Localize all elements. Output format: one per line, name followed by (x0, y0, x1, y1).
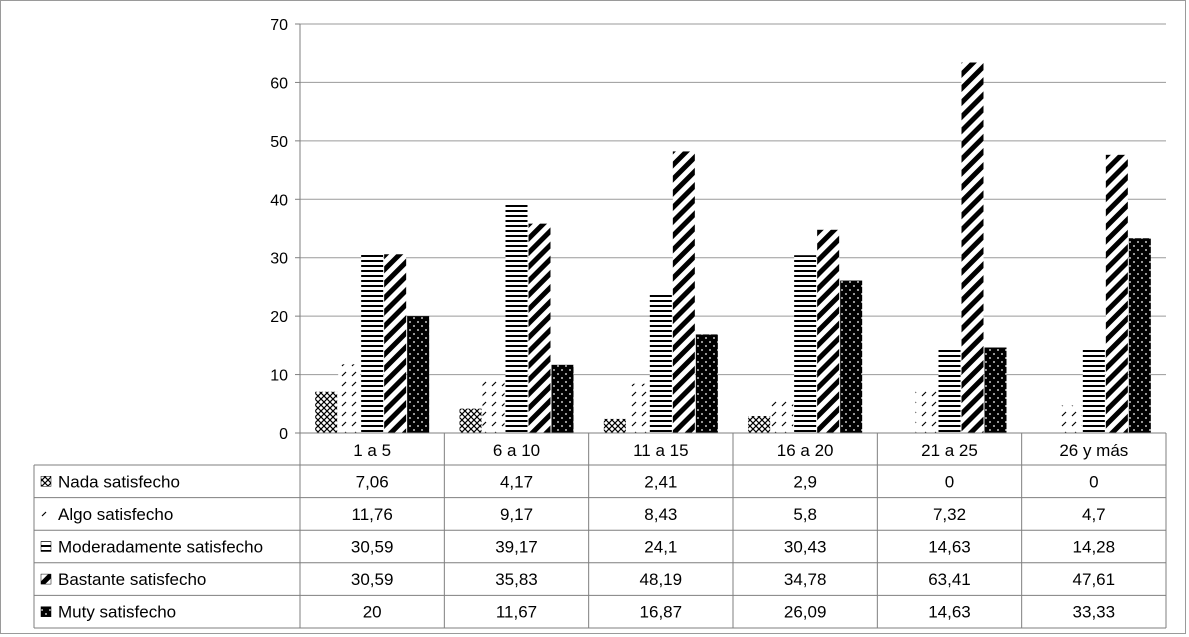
legend-key-bastante-satisfecho (40, 573, 52, 585)
legend-key-muty-satisfecho (40, 606, 52, 617)
bar-muty-satisfecho-26-y-mas (1128, 238, 1151, 433)
table-cell-nada-satisfecho-26-y-mas: 0 (1089, 472, 1098, 491)
legend-key-nada-satisfecho (40, 476, 52, 487)
series-label-nada-satisfecho: Nada satisfecho (58, 472, 180, 491)
bar-muty-satisfecho-21-a-25 (984, 347, 1007, 433)
series-label-muty-satisfecho: Muty satisfecho (58, 603, 176, 622)
table-cell-nada-satisfecho-16-a-20: 2,9 (793, 472, 817, 491)
data-table: 1 a 5 6 a 10 11 a 15 16 a 20 21 a 25 26 y más… (33, 432, 1167, 629)
y-tick-label: 30 (270, 251, 288, 268)
table-cell-nada-satisfecho-21-a-25: 0 (945, 472, 954, 491)
bar-muty-satisfecho-11-a-15 (695, 334, 718, 433)
bar-moderadamente-satisfecho-11-a-15 (649, 292, 672, 433)
bar-muty-satisfecho-6-a-10 (551, 364, 574, 433)
bar-bastante-satisfecho-16-a-20 (817, 229, 840, 433)
table-cell-moderadamente-satisfecho-26-y-mas: 14,28 (1073, 538, 1116, 557)
table-cell-bastante-satisfecho-6-a-10: 35,83 (495, 570, 538, 589)
bar-algo-satisfecho-1-a-5 (338, 364, 361, 433)
table-cell-nada-satisfecho-6-a-10: 4,17 (500, 472, 533, 491)
bar-nada-satisfecho-6-a-10 (459, 408, 482, 433)
table-cell-bastante-satisfecho-16-a-20: 34,78 (784, 570, 827, 589)
bar-moderadamente-satisfecho-21-a-25 (938, 347, 961, 433)
category-label-26-y-mas: 26 y más (1059, 441, 1128, 460)
table-cell-muty-satisfecho-26-y-mas: 33,33 (1073, 603, 1116, 622)
y-tick-label: 20 (270, 309, 288, 326)
bar-bastante-satisfecho-26-y-mas (1105, 154, 1128, 433)
bar-moderadamente-satisfecho-1-a-5 (361, 254, 384, 433)
bar-muty-satisfecho-1-a-5 (407, 316, 430, 433)
bar-algo-satisfecho-26-y-mas (1059, 405, 1082, 433)
bar-bastante-satisfecho-11-a-15 (672, 151, 695, 433)
table-cell-moderadamente-satisfecho-21-a-25: 14,63 (928, 538, 971, 557)
table-cell-moderadamente-satisfecho-16-a-20: 30,43 (784, 538, 827, 557)
bar-algo-satisfecho-16-a-20 (771, 399, 794, 433)
table-cell-nada-satisfecho-1-a-5: 7,06 (356, 472, 389, 491)
bar-algo-satisfecho-6-a-10 (482, 379, 505, 433)
table-cell-bastante-satisfecho-11-a-15: 48,19 (640, 570, 683, 589)
y-axis: 0 10 20 30 40 50 60 70 (270, 17, 301, 443)
table-cell-nada-satisfecho-11-a-15: 2,41 (644, 472, 677, 491)
category-label-1-a-5: 1 a 5 (353, 441, 391, 460)
bar-bastante-satisfecho-1-a-5 (384, 254, 407, 433)
table-cell-bastante-satisfecho-1-a-5: 30,59 (351, 570, 394, 589)
table-cell-bastante-satisfecho-21-a-25: 63,41 (928, 570, 971, 589)
series-label-algo-satisfecho: Algo satisfecho (58, 505, 173, 524)
bars (315, 62, 1151, 434)
table-cell-moderadamente-satisfecho-11-a-15: 24,1 (644, 538, 677, 557)
y-tick-label: 50 (270, 134, 288, 151)
category-label-11-a-15: 11 a 15 (633, 441, 688, 460)
bar-bastante-satisfecho-21-a-25 (961, 62, 984, 434)
table-cell-muty-satisfecho-1-a-5: 20 (363, 603, 382, 622)
legend-key-moderadamente-satisfecho (40, 541, 52, 552)
table-cell-moderadamente-satisfecho-1-a-5: 30,59 (351, 538, 394, 557)
bar-moderadamente-satisfecho-6-a-10 (505, 204, 528, 433)
bar-nada-satisfecho-16-a-20 (748, 416, 771, 433)
y-tick-label: 0 (279, 426, 288, 443)
table-cell-algo-satisfecho-6-a-10: 9,17 (500, 505, 533, 524)
bar-moderadamente-satisfecho-16-a-20 (794, 255, 817, 433)
table-cell-algo-satisfecho-11-a-15: 8,43 (644, 505, 677, 524)
table-cell-algo-satisfecho-16-a-20: 5,8 (793, 505, 817, 524)
bar-nada-satisfecho-1-a-5 (315, 391, 338, 433)
gridlines (300, 23, 1166, 376)
bar-algo-satisfecho-11-a-15 (626, 383, 649, 433)
series-label-moderadamente-satisfecho: Moderadamente satisfecho (58, 538, 263, 557)
table-cell-algo-satisfecho-1-a-5: 11,76 (352, 505, 393, 524)
y-tick-label: 70 (270, 17, 288, 34)
bar-bastante-satisfecho-6-a-10 (528, 223, 551, 433)
series-label-bastante-satisfecho: Bastante satisfecho (58, 570, 206, 589)
category-label-16-a-20: 16 a 20 (777, 441, 834, 460)
table-cell-muty-satisfecho-6-a-10: 11,67 (496, 603, 537, 622)
y-tick-label: 60 (270, 75, 288, 92)
y-tick-label: 10 (270, 368, 288, 385)
table-cell-muty-satisfecho-11-a-15: 16,87 (640, 603, 683, 622)
table-cell-algo-satisfecho-26-y-mas: 4,7 (1082, 505, 1106, 524)
category-label-21-a-25: 21 a 25 (921, 441, 978, 460)
bar-moderadamente-satisfecho-26-y-mas (1082, 349, 1105, 433)
table-cell-muty-satisfecho-21-a-25: 14,63 (928, 603, 971, 622)
category-label-6-a-10: 6 a 10 (493, 441, 540, 460)
bar-algo-satisfecho-21-a-25 (915, 390, 938, 433)
legend-key-algo-satisfecho (41, 508, 51, 519)
table-cell-bastante-satisfecho-26-y-mas: 47,61 (1073, 570, 1116, 589)
bar-muty-satisfecho-16-a-20 (840, 280, 863, 433)
table-cell-muty-satisfecho-16-a-20: 26,09 (784, 603, 827, 622)
y-tick-label: 40 (270, 192, 288, 209)
bar-nada-satisfecho-11-a-15 (603, 418, 626, 433)
table-cell-algo-satisfecho-21-a-25: 7,32 (933, 505, 966, 524)
table-cell-moderadamente-satisfecho-6-a-10: 39,17 (495, 538, 538, 557)
